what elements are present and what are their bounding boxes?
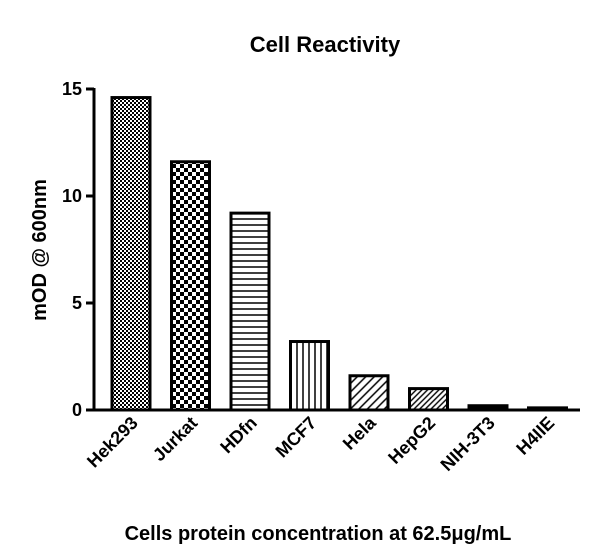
x-category-label: H4IIE	[512, 413, 558, 459]
bar-hela	[348, 374, 390, 412]
bars	[110, 96, 568, 412]
y-tick-label: 0	[72, 400, 82, 420]
y-tick-label: 15	[62, 79, 82, 99]
x-category-label: Hela	[339, 412, 381, 454]
bar-mcf7	[289, 340, 330, 412]
y-tick-label: 5	[72, 293, 82, 313]
x-category-label: MCF7	[272, 413, 321, 462]
x-category-label: HepG2	[384, 413, 439, 468]
chart-title: Cell Reactivity	[250, 32, 401, 57]
bar-hepg2	[408, 387, 449, 412]
y-axis-label: mOD @ 600nm	[29, 179, 51, 321]
y-axis-ticks: 0 5 10 15	[62, 79, 94, 420]
x-axis-label: Cells protein concentration at 62.5μg/mL	[125, 523, 512, 545]
bar-hdfn	[229, 211, 271, 412]
bar-hek293	[110, 96, 152, 412]
y-tick-label: 10	[62, 186, 82, 206]
x-category-label: Jurkat	[149, 413, 201, 465]
x-category-label: Hek293	[83, 413, 142, 472]
x-category-label: HDfn	[216, 413, 261, 458]
x-category-label: NIH-3T3	[437, 413, 499, 475]
bar-jurkat	[170, 160, 211, 412]
